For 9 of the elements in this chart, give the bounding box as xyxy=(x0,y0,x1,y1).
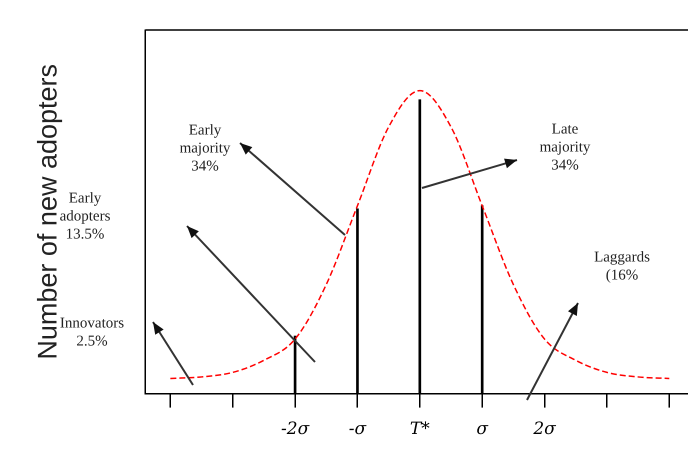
annotation: Laggards (16% xyxy=(594,249,650,284)
x-tick-label: T* xyxy=(410,419,430,440)
text: Innovators 2.5% xyxy=(60,315,124,350)
x-tick-label: -2σ xyxy=(280,419,310,440)
x-tick-label: 2σ xyxy=(532,419,556,440)
x-tick-label: -σ xyxy=(348,419,367,440)
annotation: Early majority 34% xyxy=(180,122,231,174)
x-tick-label: σ xyxy=(476,419,488,440)
annotation: Late majority 34% xyxy=(540,121,591,174)
